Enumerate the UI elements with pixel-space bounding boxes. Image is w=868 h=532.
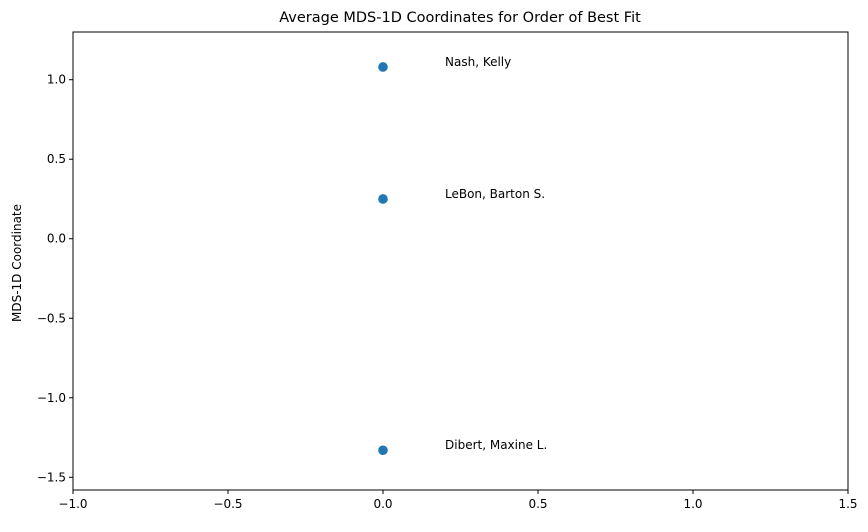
y-tick-label: −1.0 bbox=[37, 391, 66, 405]
point-label: Dibert, Maxine L. bbox=[445, 438, 547, 452]
point-label: Nash, Kelly bbox=[445, 55, 511, 69]
x-tick-label: −1.0 bbox=[58, 497, 87, 511]
y-tick-label: 0.5 bbox=[47, 152, 66, 166]
data-points bbox=[378, 62, 388, 456]
y-axis-title: MDS-1D Coordinate bbox=[10, 204, 24, 322]
y-tick-label: −1.5 bbox=[37, 470, 66, 484]
chart-title: Average MDS-1D Coordinates for Order of … bbox=[279, 10, 641, 26]
point-labels: Nash, Kelly LeBon, Barton S. Dibert, Maxin… bbox=[445, 55, 547, 452]
x-tick-label: 0.0 bbox=[373, 497, 392, 511]
scatter-point bbox=[378, 194, 388, 204]
x-tick-label: 1.0 bbox=[683, 497, 702, 511]
scatter-point bbox=[378, 62, 388, 72]
plot-frame bbox=[72, 31, 849, 491]
y-tick-label: 1.0 bbox=[47, 73, 66, 87]
x-axis: −1.0 −0.5 0.0 0.5 1.0 1.5 bbox=[58, 490, 858, 511]
y-tick-label: 0.0 bbox=[47, 232, 66, 246]
x-tick-label: −0.5 bbox=[213, 497, 242, 511]
x-tick-label: 1.5 bbox=[838, 497, 857, 511]
scatter-point bbox=[378, 445, 388, 456]
point-label: LeBon, Barton S. bbox=[445, 187, 545, 201]
y-tick-label: −0.5 bbox=[37, 311, 66, 325]
x-tick-label: 0.5 bbox=[528, 497, 547, 511]
y-axis: −1.5 −1.0 −0.5 0.0 0.5 1.0 bbox=[37, 73, 73, 484]
